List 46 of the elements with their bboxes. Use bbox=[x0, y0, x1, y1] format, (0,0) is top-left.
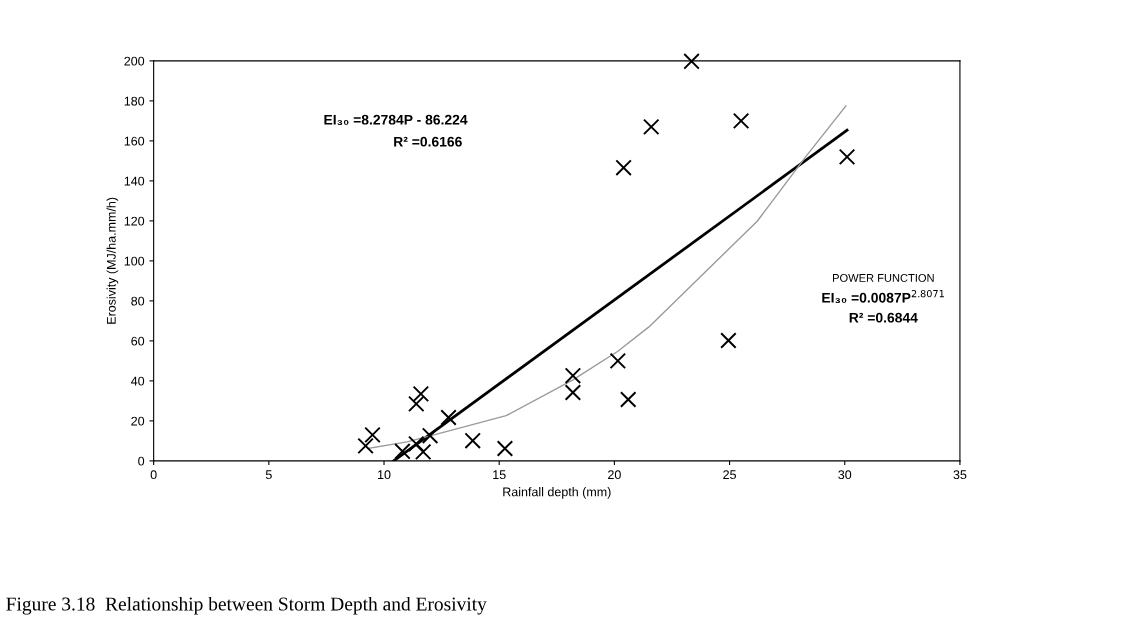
x-tick-label: 30 bbox=[838, 470, 852, 480]
y-tick-label: 80 bbox=[131, 296, 145, 306]
y-tick-label: 120 bbox=[124, 216, 145, 226]
point bbox=[564, 384, 582, 401]
point bbox=[357, 437, 374, 455]
y-tick-label: 20 bbox=[131, 416, 145, 426]
point bbox=[732, 112, 750, 130]
point bbox=[464, 432, 481, 449]
y-tick-label: 60 bbox=[131, 336, 145, 346]
y-tick-label: 180 bbox=[124, 96, 145, 106]
x-tick-label: 10 bbox=[378, 470, 391, 480]
y-tick-label: 0 bbox=[138, 456, 145, 466]
annotation: R² =0.6166 bbox=[394, 136, 462, 147]
point bbox=[609, 352, 627, 370]
annotation: EI₃₀ =0.0087P$^{2.8071}$ bbox=[822, 289, 944, 304]
annotation: POWER FUNCTION bbox=[833, 274, 934, 282]
point bbox=[720, 332, 737, 349]
point bbox=[421, 427, 439, 444]
point bbox=[838, 148, 856, 166]
x-tick-label: 5 bbox=[265, 470, 272, 480]
y-tick-label: 140 bbox=[124, 176, 145, 186]
caption: Figure 3.18 Relationship between Storm Depth and Erosivity bbox=[6, 596, 487, 615]
point bbox=[683, 53, 700, 70]
point bbox=[619, 391, 637, 408]
point bbox=[408, 395, 425, 413]
x-axis-title: Rainfall depth (mm) bbox=[503, 487, 611, 499]
point bbox=[496, 440, 514, 457]
y-tick-label: 100 bbox=[124, 256, 145, 266]
x-tick-label: 35 bbox=[953, 470, 967, 480]
y-tick-label: 40 bbox=[131, 376, 145, 386]
y-tick-label: 160 bbox=[124, 136, 145, 146]
annotation: R² =0.6844 bbox=[849, 312, 918, 323]
y-axis-title: Erosivity (MJ/ha.mm/h) bbox=[106, 197, 119, 324]
point bbox=[364, 426, 381, 444]
x-tick-label: 20 bbox=[608, 470, 621, 480]
x-tick-label: 15 bbox=[493, 470, 506, 480]
point bbox=[412, 385, 430, 403]
annotation: EI₃₀ =8.2784P - 86.224 bbox=[324, 114, 468, 125]
point bbox=[615, 159, 632, 176]
point bbox=[440, 409, 457, 426]
point bbox=[642, 118, 660, 136]
y-tick-label: 200 bbox=[124, 56, 145, 66]
x-tick-label: 25 bbox=[723, 470, 736, 480]
point bbox=[414, 443, 432, 461]
point bbox=[564, 367, 582, 384]
x-tick-label: 0 bbox=[150, 470, 157, 480]
